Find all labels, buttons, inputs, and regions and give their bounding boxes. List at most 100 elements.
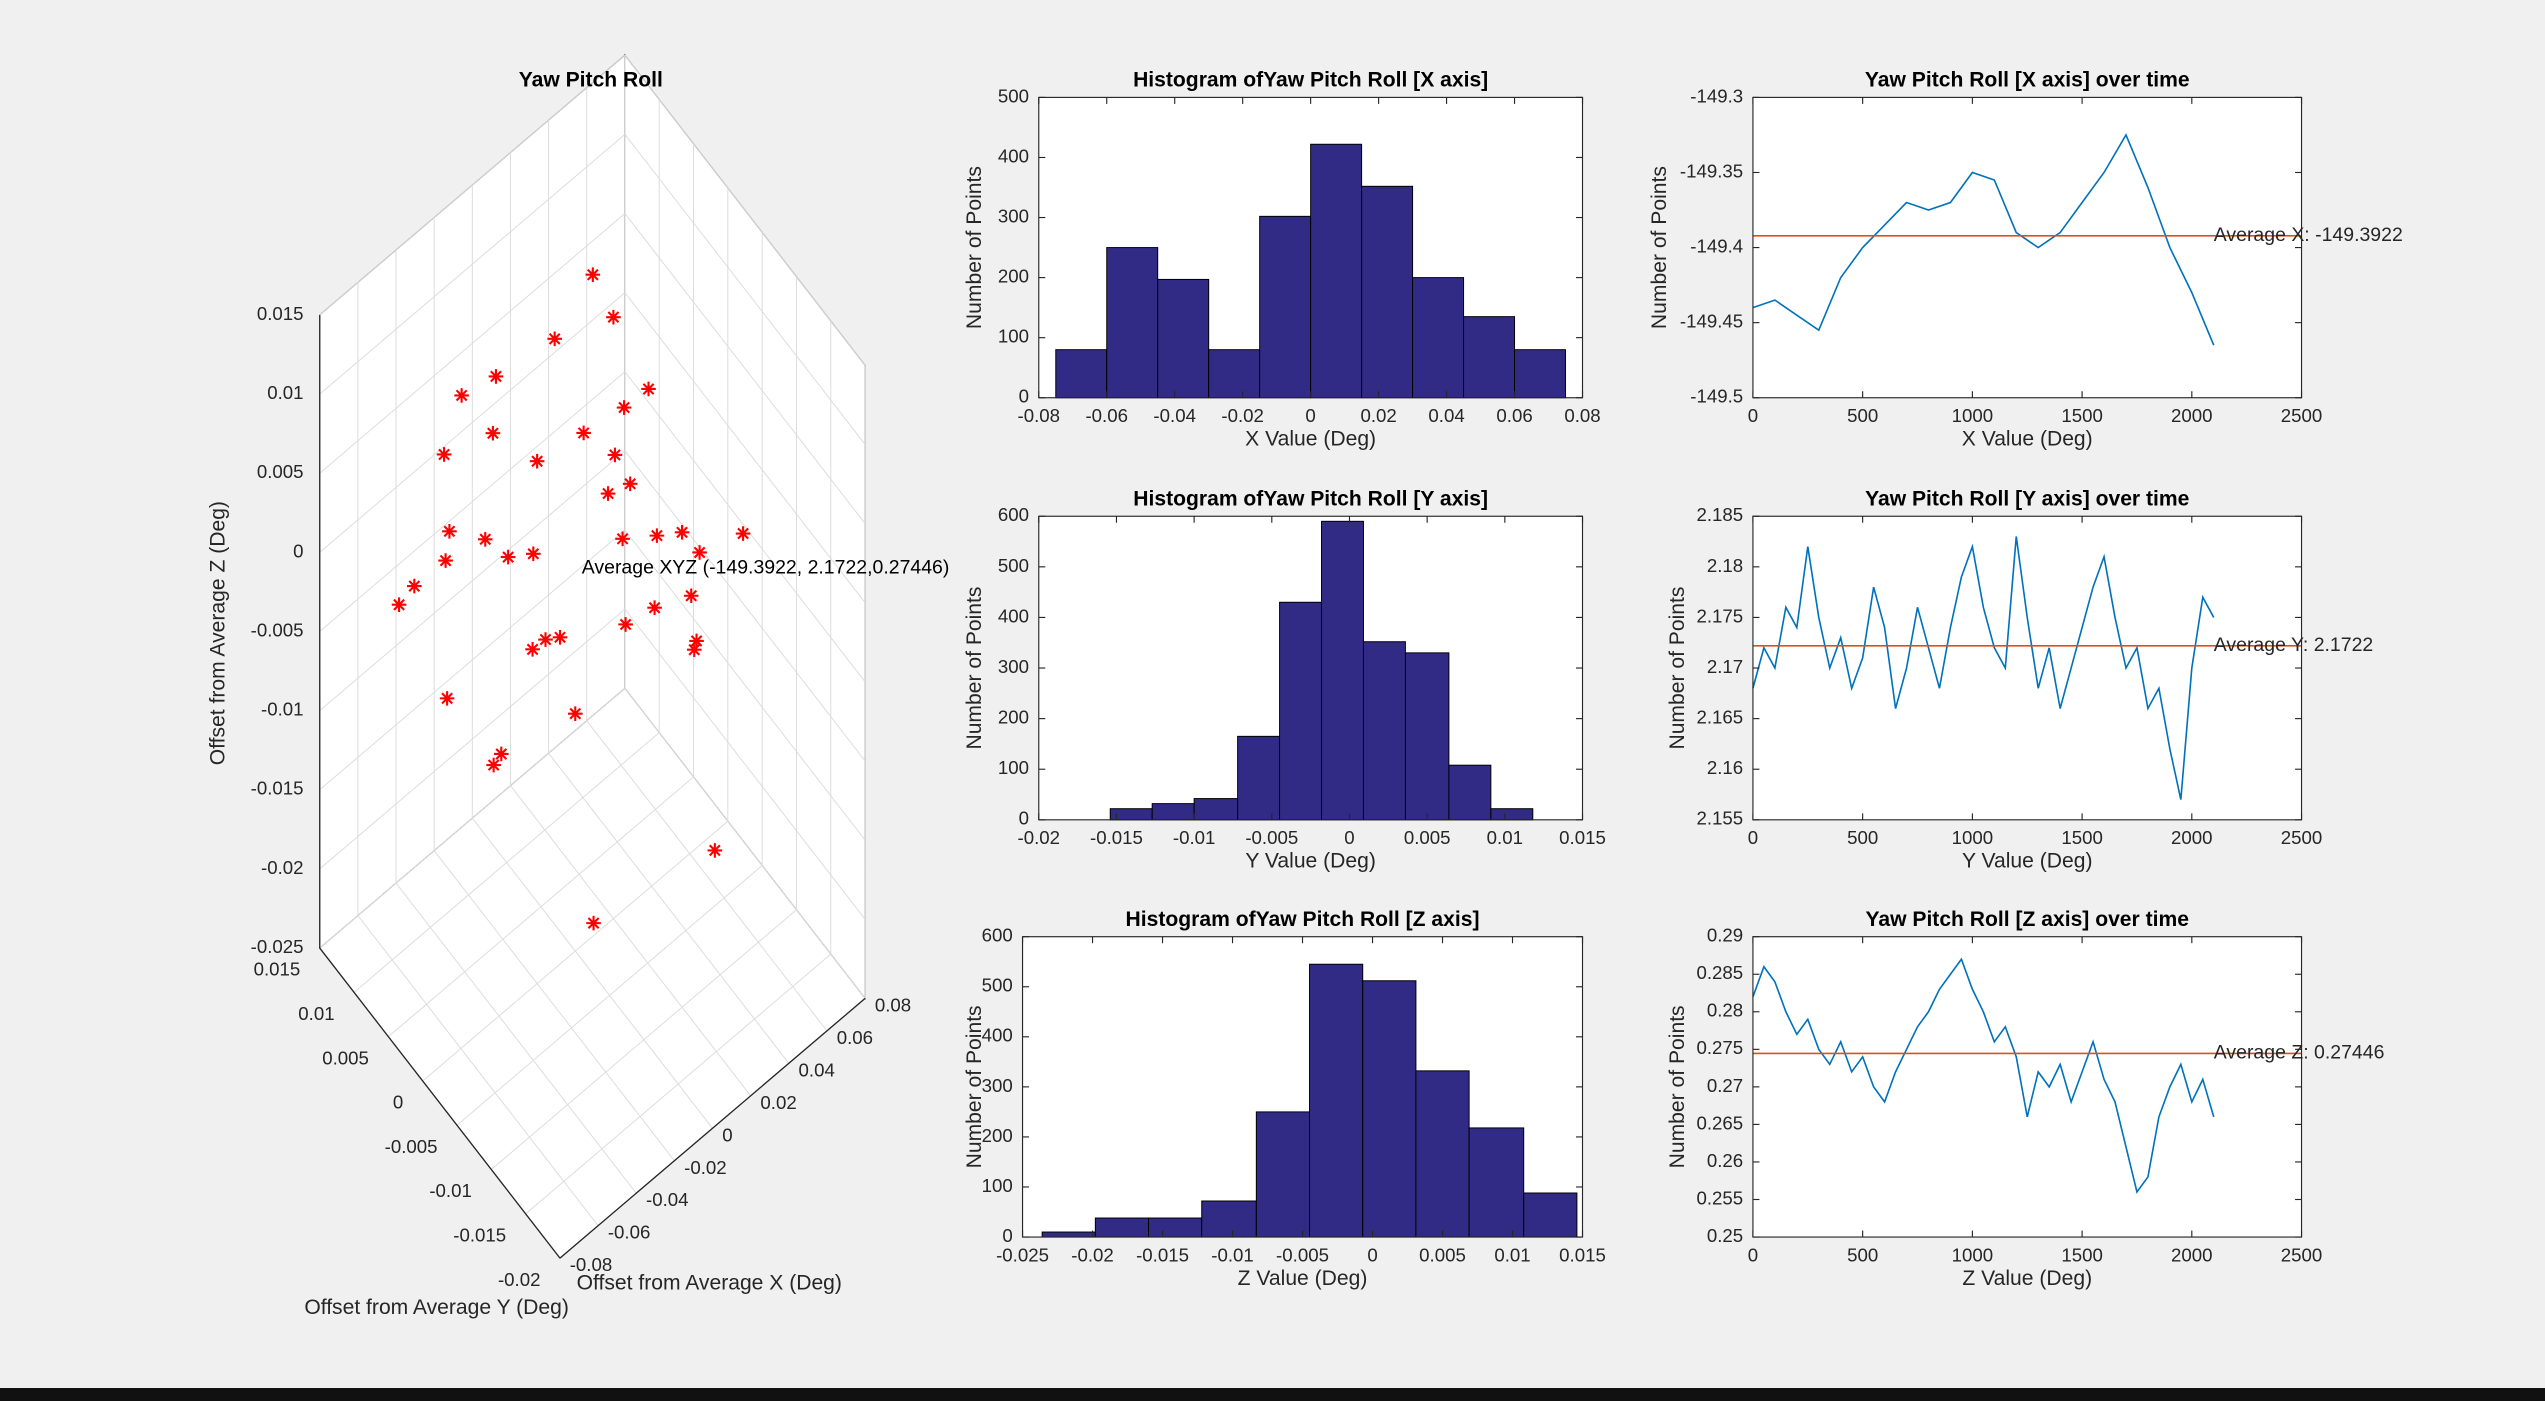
y-tick-label: 0 — [1019, 386, 1029, 407]
scatter-point — [686, 642, 702, 658]
x-tick-label: 0 — [1305, 405, 1315, 426]
axis-line — [559, 997, 866, 1259]
y-tick-label: 400 — [998, 605, 1029, 626]
scatter-point — [616, 400, 632, 415]
plot-area — [1752, 97, 2302, 398]
x-tick-label: 0.04 — [1428, 405, 1464, 426]
plot-area — [1752, 936, 2302, 1238]
y-tick-label: -0.005 — [385, 1136, 438, 1157]
scatter-point — [567, 706, 583, 721]
y-tick-label: 100 — [998, 757, 1029, 778]
grid-line — [624, 608, 866, 920]
y-tick-label: 2.16 — [1707, 757, 1743, 778]
bar — [1237, 735, 1281, 821]
y-tick-label: 0 — [393, 1092, 403, 1113]
bar — [1193, 798, 1239, 821]
chart-title: Histogram ofYaw Pitch Roll [Z axis] — [1126, 908, 1480, 931]
y-tick-label: 600 — [998, 504, 1029, 525]
x-tick-label: -0.01 — [1173, 827, 1216, 848]
scatter-point — [439, 691, 455, 706]
x-tick-label: -0.06 — [608, 1222, 651, 1243]
x-tick-label: -0.08 — [570, 1254, 613, 1275]
bar — [1361, 185, 1414, 399]
x-tick-label: 2000 — [2171, 1244, 2213, 1265]
y-tick-label: 300 — [998, 656, 1029, 677]
chart-title: Yaw Pitch Roll [Y axis] over time — [1865, 488, 2190, 511]
y-tick-label: 0.26 — [1707, 1150, 1743, 1171]
bar — [1055, 349, 1108, 399]
x-tick-label: 2000 — [2171, 827, 2213, 848]
x-tick-label: 0 — [722, 1124, 732, 1145]
bar — [1412, 277, 1465, 399]
z-tick-label: -0.025 — [251, 936, 304, 957]
x-tick-label: 500 — [1847, 1244, 1878, 1265]
scatter-point — [436, 447, 452, 462]
average-label: Average Z: 0.27446 — [2214, 1042, 2385, 1064]
y-tick-label: 2.18 — [1707, 555, 1743, 576]
scatter-point — [529, 453, 545, 469]
x-axis-label: Z Value (Deg) — [1962, 1267, 2092, 1290]
x-tick-label: -0.02 — [684, 1157, 727, 1178]
grid-line — [456, 865, 763, 1126]
bar — [1157, 278, 1210, 399]
scatter-point — [576, 425, 591, 441]
x-tick-label: -0.02 — [1071, 1244, 1114, 1265]
x-tick-label: -0.025 — [996, 1244, 1049, 1265]
bar — [1309, 963, 1364, 1238]
scatter-point — [600, 486, 616, 501]
x-axis-label: Z Value (Deg) — [1238, 1267, 1368, 1290]
bar — [1362, 980, 1417, 1238]
y-tick-label: 500 — [998, 555, 1029, 576]
grid-line — [388, 776, 694, 1038]
x-tick-label: 0 — [1748, 1244, 1758, 1265]
y-tick-label: 500 — [998, 85, 1029, 106]
x-tick-label: -0.005 — [1245, 827, 1298, 848]
scatter-point — [485, 425, 501, 441]
plot-area — [1752, 516, 2302, 820]
y-tick-label: 100 — [998, 326, 1029, 347]
scatter-point — [525, 642, 540, 657]
bar — [1208, 349, 1261, 399]
grid-line — [624, 450, 866, 762]
y-tick-label: 200 — [998, 707, 1029, 728]
bar — [1151, 803, 1195, 821]
x-tick-label: 0 — [1748, 405, 1758, 426]
average-label: Average X: -149.3922 — [2214, 224, 2403, 246]
z-axis-label: Offset from Average Z (Deg) — [207, 501, 230, 765]
bar — [1201, 1200, 1257, 1238]
x-tick-label: 0 — [1367, 1244, 1377, 1265]
bar — [1255, 1111, 1311, 1238]
scatter-point — [641, 381, 656, 397]
grid-line — [319, 687, 626, 949]
grid-line — [319, 529, 626, 791]
chart-title: Histogram ofYaw Pitch Roll [X axis] — [1133, 69, 1488, 92]
scatter-point — [547, 331, 562, 347]
x-tick-label: 2500 — [2281, 1244, 2323, 1265]
scatter-point — [618, 617, 633, 632]
y-axis-label: Offset from Average Y (Deg) — [304, 1296, 569, 1319]
bottom-bar — [0, 1388, 2545, 1401]
grid-line — [433, 850, 675, 1162]
axis-line — [319, 947, 561, 1259]
y-tick-label: 0.29 — [1707, 925, 1743, 946]
x-tick-label: 2000 — [2171, 405, 2213, 426]
grid-line — [586, 720, 828, 1032]
x-tick-label: 2500 — [2281, 405, 2323, 426]
x-tick-label: 1000 — [1952, 1244, 1994, 1265]
y-tick-label: 0.265 — [1697, 1112, 1744, 1133]
grid-line — [319, 133, 626, 395]
y-tick-label: 0.285 — [1697, 962, 1744, 983]
grid-line — [624, 54, 866, 366]
scatter-point — [442, 524, 457, 539]
x-tick-label: 0.04 — [799, 1059, 835, 1080]
grid-line — [353, 732, 660, 993]
y-tick-label: 2.155 — [1697, 808, 1744, 829]
scatter-point — [488, 369, 504, 384]
y-tick-label: 300 — [982, 1075, 1013, 1096]
y-tick-label: 0.28 — [1707, 1000, 1743, 1021]
z-tick-label: -0.01 — [261, 699, 304, 720]
y-tick-label: 600 — [982, 925, 1013, 946]
bar — [1490, 808, 1534, 821]
x-axis-label: X Value (Deg) — [1245, 428, 1376, 451]
